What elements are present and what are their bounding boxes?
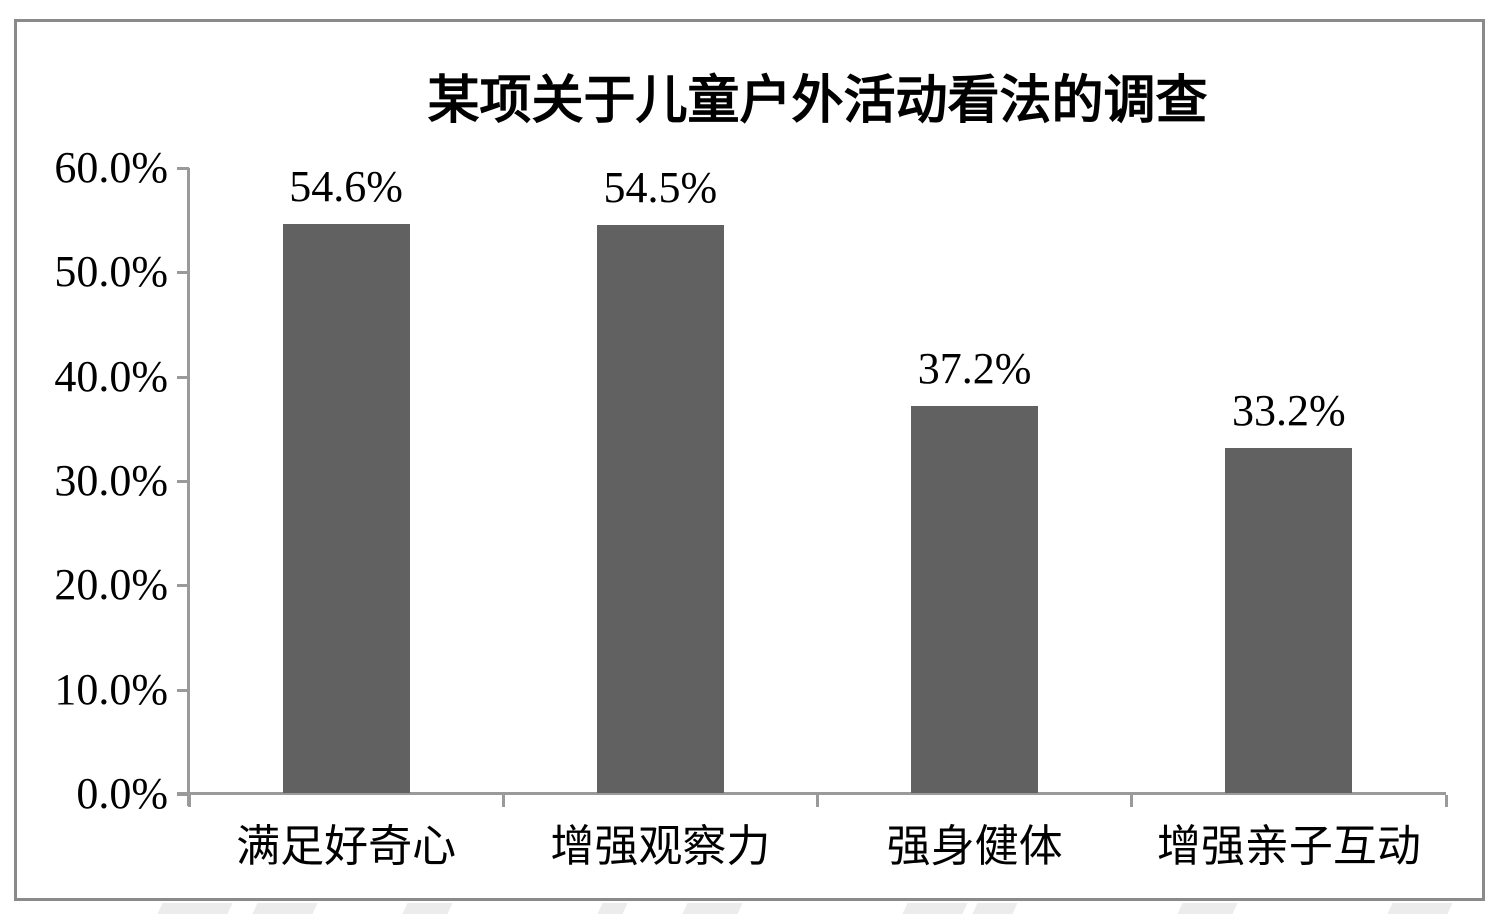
category-label: 增强亲子互动 [1156, 822, 1421, 871]
x-tick-mark [187, 795, 191, 807]
y-tick-mark [177, 688, 189, 692]
bar-value-label: 37.2% [917, 343, 1032, 393]
category-label: 强身健体 [886, 822, 1063, 871]
y-axis-line [187, 168, 190, 806]
watermark-fragment [972, 903, 1018, 914]
bar [1225, 447, 1353, 793]
x-tick-mark [1444, 795, 1448, 807]
y-tick-label: 50.0% [54, 247, 168, 297]
watermark-fragment [682, 903, 743, 914]
watermark-fragment [402, 903, 453, 914]
chart-title: 某项关于儿童户外活动看法的调查 [427, 73, 1208, 130]
watermark-fragment [1177, 903, 1238, 914]
bar-value-label: 33.2% [1232, 385, 1346, 435]
x-tick-mark [816, 795, 819, 807]
watermark-fragment [902, 903, 968, 914]
y-tick-mark [177, 584, 189, 588]
y-tick-label: 10.0% [54, 664, 168, 714]
x-tick-mark [501, 795, 505, 807]
y-tick-mark [177, 375, 189, 379]
watermark-fragment [252, 903, 318, 914]
y-tick-label: 40.0% [54, 351, 168, 401]
bar-value-label: 54.5% [603, 163, 718, 213]
x-tick-mark [1130, 795, 1134, 807]
bar [911, 405, 1039, 793]
bar [596, 225, 724, 793]
category-label: 满足好奇心 [236, 822, 457, 871]
y-tick-label: 60.0% [54, 143, 168, 192]
y-tick-mark [177, 480, 189, 483]
y-tick-mark [177, 167, 189, 170]
watermark-fragment [597, 903, 628, 914]
category-label: 增强观察力 [550, 822, 771, 871]
bar [282, 224, 410, 793]
bar-value-label: 54.6% [289, 162, 403, 212]
x-axis-line [177, 792, 1446, 795]
y-tick-mark [177, 793, 189, 796]
watermark-fragment [157, 903, 233, 914]
y-tick-label: 20.0% [54, 560, 168, 610]
y-tick-label: 30.0% [54, 456, 168, 505]
watermark-fragment [1387, 903, 1453, 914]
y-tick-mark [177, 271, 189, 275]
y-tick-label: 0.0% [76, 769, 168, 818]
